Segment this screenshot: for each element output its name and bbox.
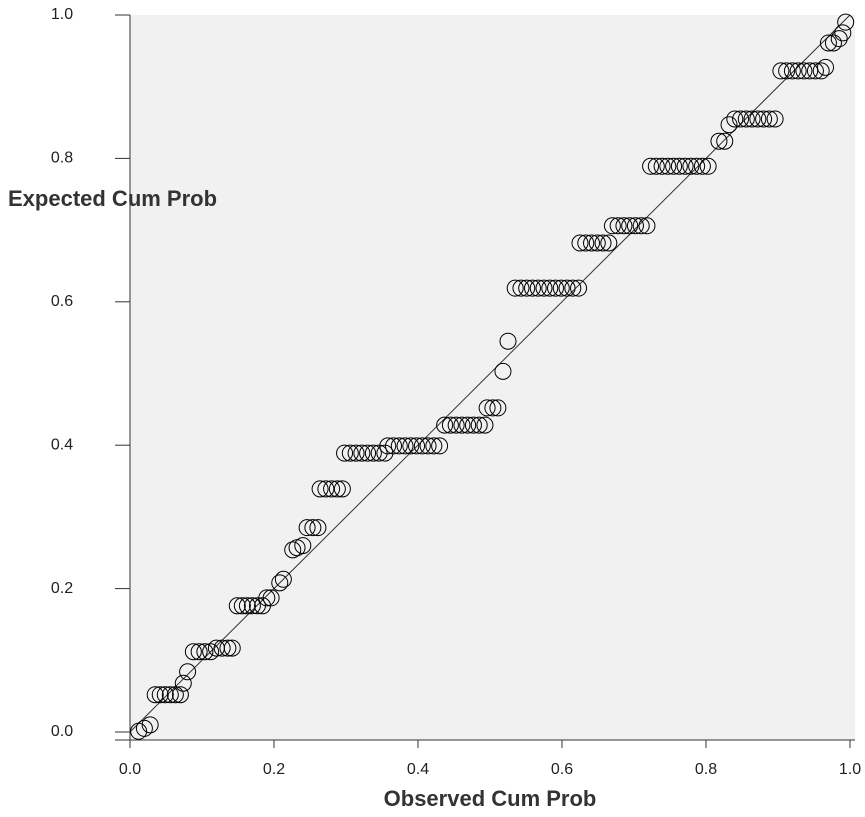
y-axis-title: Expected Cum Prob — [8, 186, 217, 211]
x-tick-label: 0.8 — [695, 761, 717, 778]
y-tick-label: 0.2 — [51, 580, 73, 597]
y-tick-label: 1.0 — [51, 6, 73, 23]
y-tick-label: 0.4 — [51, 436, 73, 453]
chart: Expected Cum Prob Observed Cum Prob 0.0 0… — [0, 0, 865, 817]
x-axis-title: Observed Cum Prob — [384, 786, 597, 811]
x-tick-label: 0.2 — [263, 761, 285, 778]
x-tick-label: 1.0 — [839, 761, 861, 778]
y-tick-label: 0.0 — [51, 723, 73, 740]
x-tick-label: 0.4 — [407, 761, 429, 778]
y-tick-label: 0.8 — [51, 150, 73, 167]
y-tick-label: 0.6 — [51, 293, 73, 310]
x-tick-label: 0.0 — [119, 761, 141, 778]
x-tick-label: 0.6 — [551, 761, 573, 778]
